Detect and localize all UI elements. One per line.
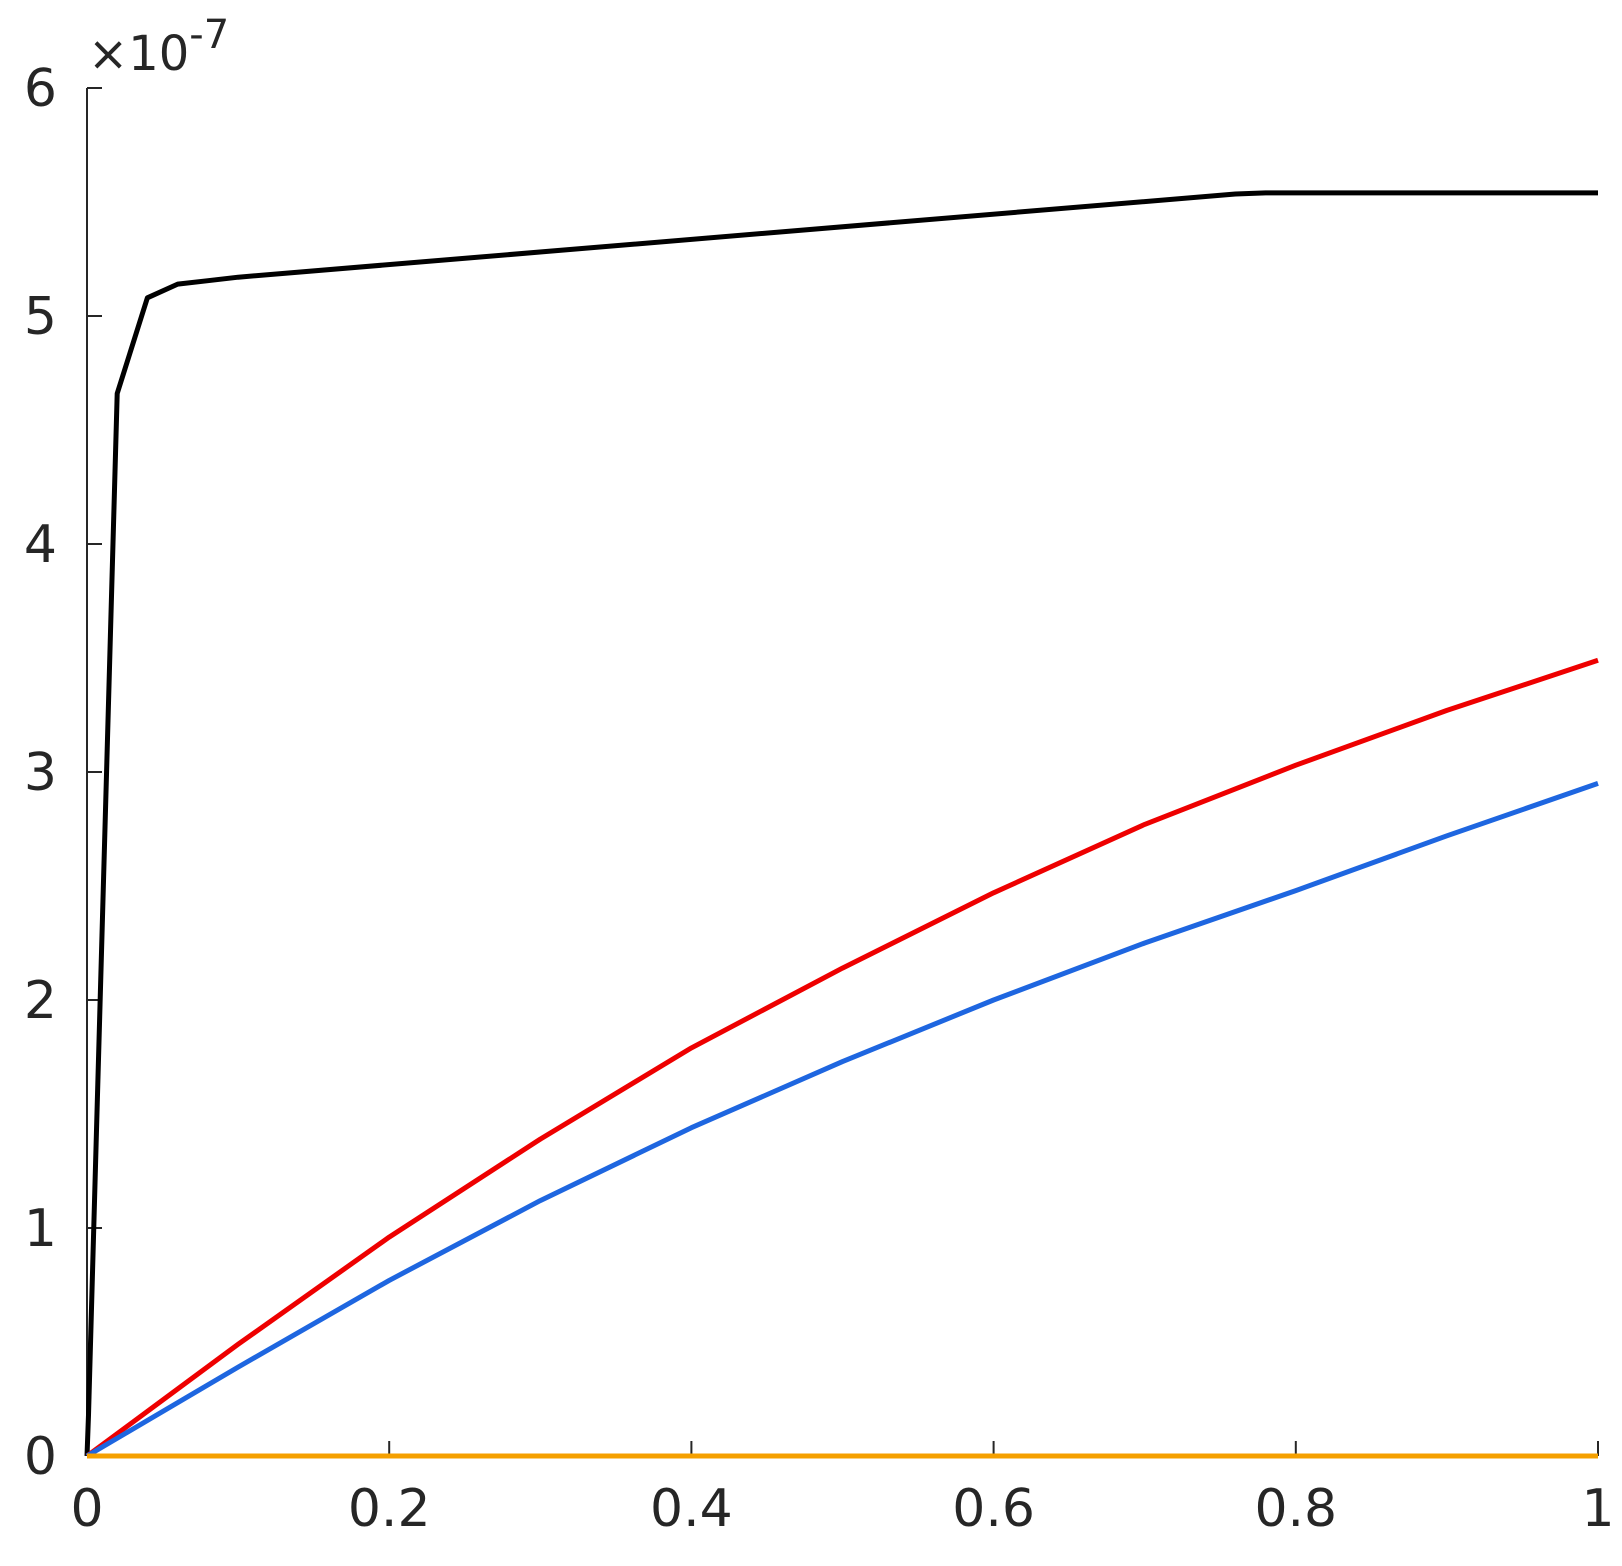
x-tick-label: 1 bbox=[1581, 1479, 1614, 1539]
series-line-1 bbox=[84, 190, 1598, 1457]
y-tick-label: 5 bbox=[24, 287, 57, 347]
tick-labels: 0 1 2 3 4 5 6 0 0.2 0.4 0.6 0.8 1 bbox=[24, 59, 1615, 1539]
x-tick-label: 0.6 bbox=[952, 1479, 1035, 1539]
series-layer bbox=[84, 190, 1599, 1459]
y-tick-label: 4 bbox=[24, 515, 57, 575]
y-tick-label: 2 bbox=[24, 971, 57, 1031]
x-tick-label: 0 bbox=[70, 1479, 103, 1539]
series-line-3 bbox=[85, 781, 1599, 1459]
y-exponent-value: -7 bbox=[189, 12, 229, 58]
y-tick-label: 1 bbox=[24, 1199, 57, 1259]
axes bbox=[86, 87, 1599, 1457]
series-line-2 bbox=[85, 657, 1599, 1459]
y-exponent-multiplier: ×10 bbox=[88, 26, 189, 82]
y-tick-label: 6 bbox=[24, 59, 57, 119]
x-tick-label: 0.4 bbox=[650, 1479, 733, 1539]
x-tick-label: 0.8 bbox=[1254, 1479, 1337, 1539]
y-tick-label: 3 bbox=[24, 743, 57, 803]
y-tick-label: 0 bbox=[24, 1427, 57, 1487]
x-tick-label: 0.2 bbox=[348, 1479, 431, 1539]
y-exponent-label: ×10-7 bbox=[88, 12, 229, 82]
